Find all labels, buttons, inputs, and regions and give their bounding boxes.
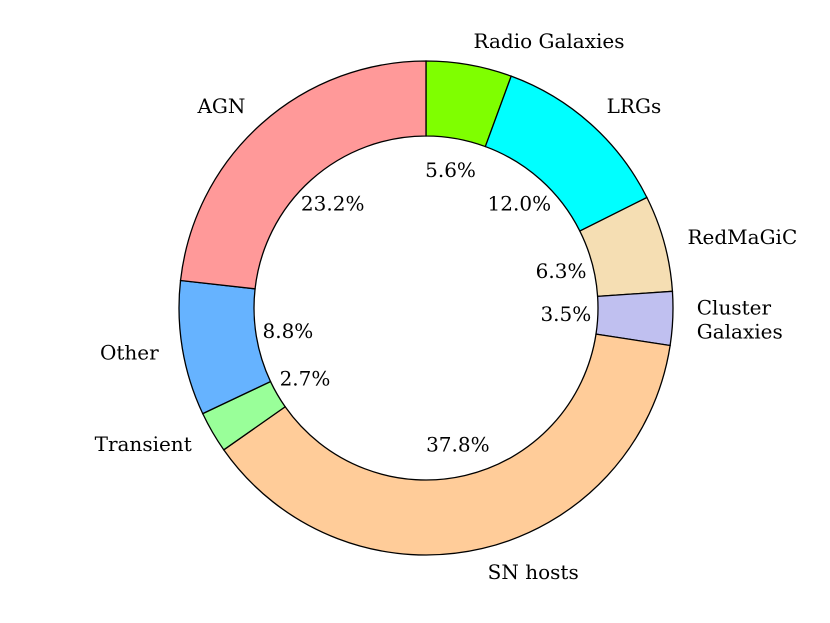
- pct-label-cluster-galaxies: 3.5%: [540, 302, 591, 326]
- slice-label-radio-galaxies: Radio Galaxies: [473, 29, 624, 53]
- pct-label-sn-hosts: 37.8%: [426, 432, 490, 456]
- pct-label-lrgs: 12.0%: [488, 192, 552, 216]
- slice-labels: Radio Galaxies LRGs RedMaGiC Cluster Galaxie…: [95, 29, 798, 584]
- pct-label-other: 8.8%: [262, 319, 313, 343]
- pct-label-redmagic: 6.3%: [536, 259, 587, 283]
- slice-label-lrgs: LRGs: [607, 94, 662, 118]
- slice-label-redmagic: RedMaGiC: [687, 225, 797, 249]
- pct-label-radio-galaxies: 5.6%: [425, 158, 476, 182]
- percent-labels: 5.6% 12.0% 6.3% 3.5% 37.8% 2.7% 8.8% 23.2%: [262, 158, 591, 456]
- slice-label-transient: Transient: [95, 432, 192, 456]
- slice-label-cluster-galaxies: Cluster Galaxies: [697, 296, 783, 344]
- slice-label-agn: AGN: [196, 94, 245, 118]
- wedge-sn-hosts: [222, 333, 671, 556]
- pct-label-transient: 2.7%: [280, 366, 331, 390]
- slice-label-other: Other: [100, 341, 159, 365]
- slice-label-sn-hosts: SN hosts: [488, 560, 579, 584]
- donut-wedges: [178, 60, 674, 556]
- wedge-agn: [179, 60, 427, 290]
- pct-label-agn: 23.2%: [301, 192, 365, 216]
